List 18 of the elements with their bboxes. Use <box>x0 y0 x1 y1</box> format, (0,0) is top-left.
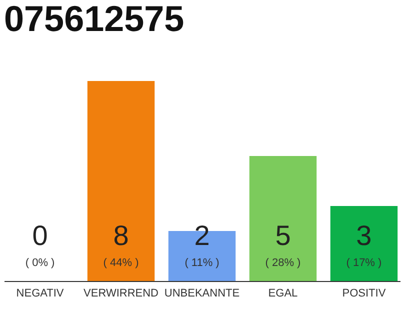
x-tick-label: UNBEKANNTE <box>164 288 240 300</box>
bar <box>249 156 317 281</box>
x-tick-label: POSITIV <box>342 288 386 300</box>
data-label: 5 <box>275 220 291 251</box>
annotation: ( 17% ) <box>346 257 382 269</box>
bar <box>330 206 398 281</box>
annotation: ( 44% ) <box>103 257 139 269</box>
annotation: ( 0% ) <box>25 257 55 269</box>
data-label: 8 <box>113 220 129 251</box>
x-tick-label: EGAL <box>268 288 298 300</box>
x-tick-label: VERWIRREND <box>84 288 159 300</box>
bar <box>87 81 155 281</box>
chart-title: 075612575 <box>4 0 184 39</box>
data-label: 0 <box>32 220 48 251</box>
data-label: 3 <box>356 220 372 251</box>
annotation: ( 28% ) <box>265 257 301 269</box>
annotation: ( 11% ) <box>184 257 220 269</box>
x-tick-label: NEGATIV <box>16 288 64 300</box>
